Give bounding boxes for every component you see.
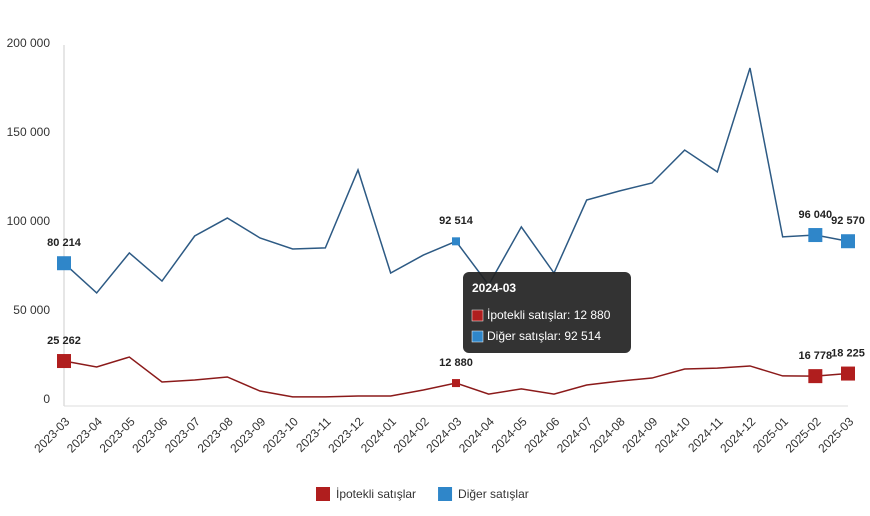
data-marker xyxy=(841,234,855,249)
y-tick-label: 100 000 xyxy=(7,214,51,228)
data-label: 18 225 xyxy=(831,347,865,359)
x-tick-label: 2025-03 xyxy=(815,414,856,455)
tooltip-swatch xyxy=(471,309,484,322)
data-marker xyxy=(808,369,823,384)
y-tick-label: 150 000 xyxy=(7,125,51,139)
data-marker xyxy=(452,379,460,388)
data-label: 12 880 xyxy=(439,357,473,369)
legend-label: İpotekli satışlar xyxy=(336,487,416,501)
legend-swatch xyxy=(316,487,330,501)
data-label: 80 214 xyxy=(47,237,82,249)
data-label: 16 778 xyxy=(799,350,833,362)
tooltip-line: İpotekli satışlar: 12 880 xyxy=(487,308,611,322)
data-marker xyxy=(841,366,855,381)
tooltip-line: Diğer satışlar: 92 514 xyxy=(487,329,601,343)
data-marker xyxy=(57,354,71,369)
data-marker xyxy=(57,256,71,271)
x-tick-label: 2024-10 xyxy=(652,414,693,455)
legend-swatch xyxy=(438,487,453,501)
x-tick-label: 2023-10 xyxy=(260,414,301,455)
tooltip-swatch xyxy=(471,330,484,343)
tooltip: 2024-03 İpotekli satışlar: 12 880 Diğer sa… xyxy=(463,272,631,353)
data-label: 92 514 xyxy=(439,215,474,227)
data-marker xyxy=(808,228,823,243)
data-label: 92 570 xyxy=(831,215,865,227)
legend-label: Diğer satışlar xyxy=(458,487,529,501)
data-marker xyxy=(452,237,460,246)
data-label: 96 040 xyxy=(799,209,833,221)
tooltip-title: 2024-03 xyxy=(472,281,516,295)
data-label: 25 262 xyxy=(47,335,81,347)
y-tick-label: 50 000 xyxy=(13,303,50,317)
tooltip-box xyxy=(463,272,631,353)
y-tick-label: 0 xyxy=(43,392,50,406)
y-tick-label: 200 000 xyxy=(7,36,51,50)
series-line xyxy=(63,67,849,295)
